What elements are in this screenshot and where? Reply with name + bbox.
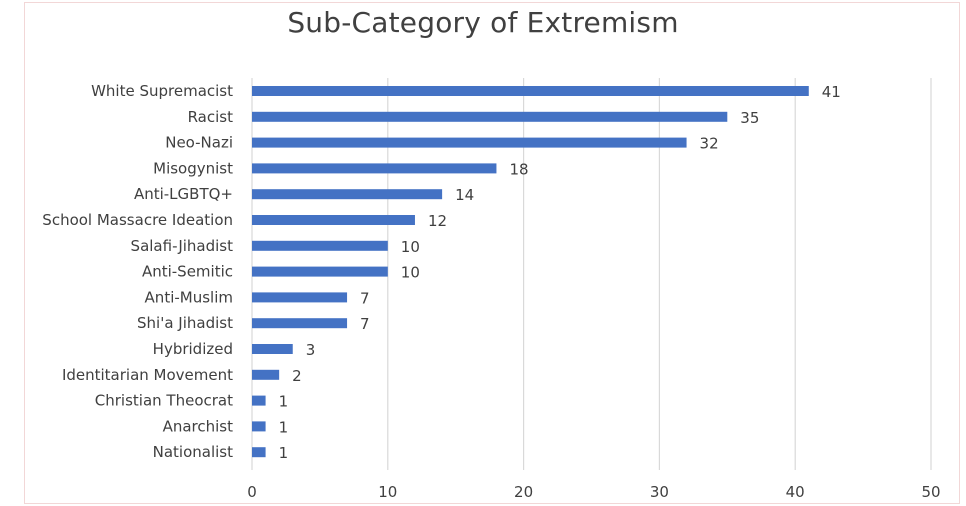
category-label: Shi'a Jihadist: [137, 314, 233, 332]
bar: [252, 292, 348, 303]
category-label: Misogynist: [153, 159, 233, 177]
bar: [252, 163, 497, 174]
data-label: 3: [306, 341, 316, 359]
x-tick-label: 50: [921, 483, 940, 501]
bar: [252, 318, 348, 329]
bar: [252, 421, 266, 432]
category-label: Anarchist: [163, 417, 234, 435]
category-label: White Supremacist: [91, 82, 233, 100]
category-label: Nationalist: [153, 443, 233, 461]
category-label: Hybridized: [153, 340, 233, 358]
data-label: 35: [740, 109, 759, 127]
data-label: 1: [279, 418, 289, 436]
bar: [252, 189, 443, 200]
category-label: Christian Theocrat: [95, 392, 233, 410]
category-label: Anti-LGBTQ+: [134, 185, 233, 203]
bar: [252, 215, 415, 225]
bar: [252, 240, 388, 251]
data-label: 18: [509, 160, 528, 178]
bar: [252, 86, 809, 96]
chart-title: Sub-Category of Extremism: [287, 6, 679, 39]
data-label: 1: [279, 444, 289, 462]
x-tick-label: 20: [514, 483, 533, 501]
bar: [252, 344, 293, 354]
data-label: 41: [822, 83, 841, 101]
data-label: 2: [292, 367, 302, 385]
bar: [252, 447, 266, 458]
bar: [252, 369, 280, 380]
bar: [252, 395, 266, 406]
data-label: 7: [360, 315, 370, 333]
category-label: Racist: [188, 108, 234, 126]
category-label: Salafi-Jihadist: [131, 237, 234, 255]
category-label: Anti-Semitic: [142, 263, 233, 281]
category-label: Identitarian Movement: [62, 366, 233, 384]
bar: [252, 137, 687, 148]
bar: [252, 266, 388, 277]
category-label: Anti-Muslim: [145, 288, 233, 306]
data-label: 14: [455, 186, 474, 204]
data-label: 12: [428, 212, 447, 230]
chart-border: [24, 2, 960, 504]
data-label: 32: [700, 135, 719, 153]
data-label: 1: [279, 393, 289, 411]
data-label: 10: [401, 238, 420, 256]
category-label: Neo-Nazi: [165, 134, 233, 152]
data-label: 10: [401, 264, 420, 282]
x-tick-label: 30: [650, 483, 669, 501]
data-label: 7: [360, 289, 370, 307]
bar: [252, 111, 728, 122]
x-tick-label: 0: [247, 483, 257, 501]
x-tick-label: 10: [378, 483, 397, 501]
category-label: School Massacre Ideation: [42, 211, 233, 229]
x-tick-label: 40: [786, 483, 805, 501]
